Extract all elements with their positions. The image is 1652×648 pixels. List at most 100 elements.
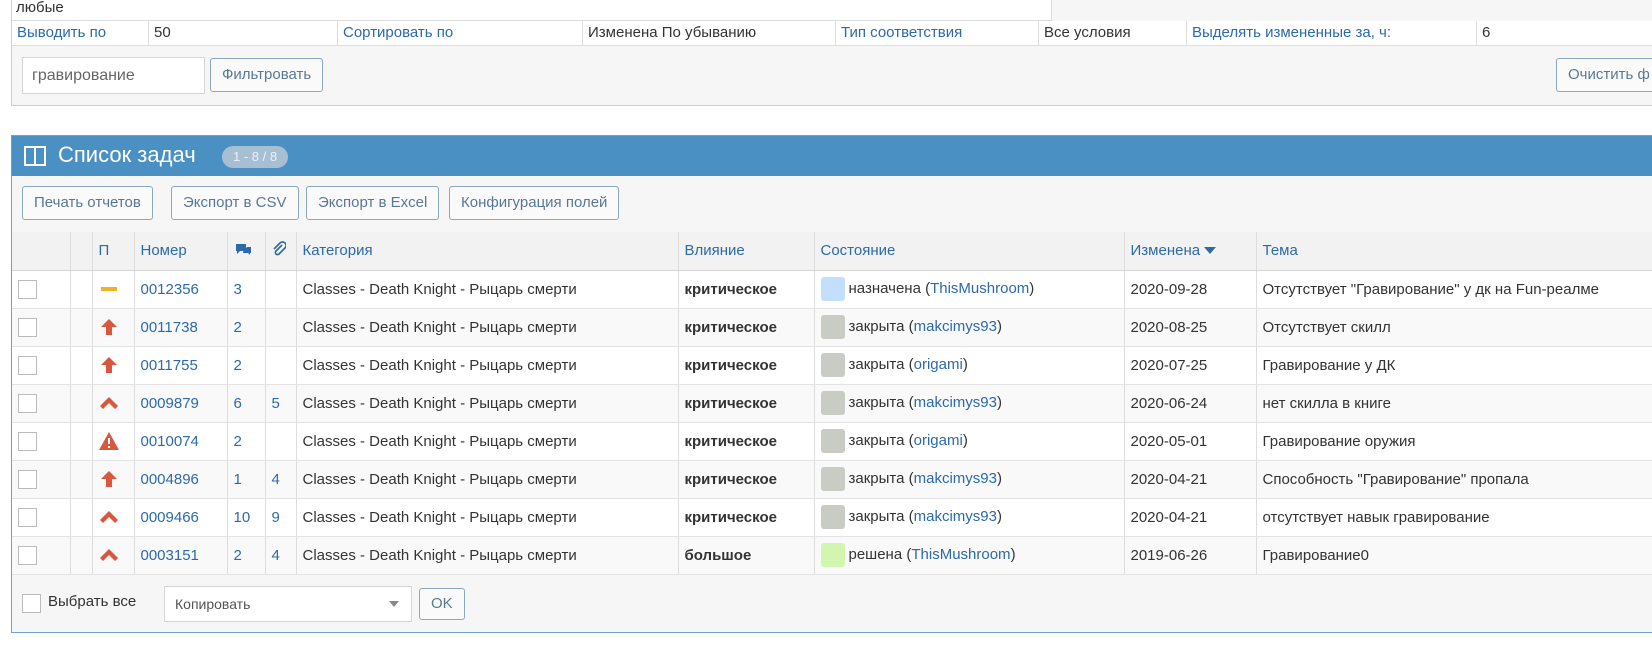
row-checkbox[interactable]	[18, 469, 37, 489]
select-cell	[12, 384, 71, 423]
task-id[interactable]: 0003151	[140, 546, 199, 564]
toolbar-button[interactable]: Экспорт в CSV	[171, 186, 299, 220]
task-id[interactable]: 0004896	[140, 470, 199, 488]
updated: 2020-08-25	[1130, 318, 1208, 336]
severity: критическое	[684, 394, 777, 412]
filter-button[interactable]: Фильтровать	[210, 58, 324, 92]
summary: Отсутствует скилл	[1262, 318, 1391, 336]
row-checkbox[interactable]	[18, 317, 37, 337]
setting-label[interactable]: Выделять измененные за, ч:	[1187, 21, 1477, 45]
summary: Гравирование0	[1262, 546, 1370, 564]
summary-cell: Отсутствует "Гравирование" у дк на Fun-р…	[1256, 270, 1652, 309]
updated-cell: 2020-04-21	[1124, 460, 1257, 499]
handler[interactable]: origami	[909, 356, 968, 373]
spacer-cell	[70, 422, 93, 461]
severity: критическое	[684, 280, 777, 298]
priority-icon	[100, 319, 117, 335]
status-swatch	[820, 543, 845, 567]
files-count[interactable]: 4	[271, 546, 280, 564]
summary-cell: Способность "Гравирование" пропала	[1256, 460, 1652, 499]
status-swatch	[820, 353, 845, 377]
status-cell: назначена ThisMushroom	[814, 270, 1125, 309]
row-checkbox[interactable]	[18, 279, 37, 299]
task-id[interactable]: 0011755	[140, 356, 198, 374]
search-input[interactable]: гравирование	[22, 57, 205, 94]
toolbar-button[interactable]: Экспорт в Excel	[306, 186, 440, 220]
handler[interactable]: makcimys93	[909, 394, 1002, 411]
row-checkbox[interactable]	[18, 431, 37, 451]
category: Classes - Death Knight - Рыцарь смерти	[302, 394, 577, 412]
status-cell: решена ThisMushroom	[814, 536, 1125, 575]
row-checkbox[interactable]	[18, 545, 37, 565]
column-header[interactable]: П	[92, 232, 135, 271]
notes-col[interactable]	[227, 232, 266, 271]
handler[interactable]: makcimys93	[909, 318, 1002, 335]
row-checkbox[interactable]	[18, 393, 37, 413]
toolbar-button[interactable]: Конфигурация полей	[449, 186, 620, 220]
severity-cell: критическое	[678, 422, 815, 461]
notes-icon	[235, 243, 251, 255]
notes-count[interactable]: 6	[233, 394, 242, 412]
files-cell	[265, 308, 297, 347]
column-header[interactable]: Изменена	[1130, 242, 1201, 260]
status-cell: закрыта makcimys93	[814, 308, 1125, 347]
handler[interactable]: makcimys93	[909, 470, 1002, 487]
notes-count[interactable]: 10	[233, 508, 251, 526]
updated-cell: 2020-08-25	[1124, 308, 1257, 347]
severity-cell: критическое	[678, 308, 815, 347]
handler[interactable]: origami	[909, 432, 968, 449]
row-checkbox[interactable]	[18, 507, 37, 527]
action-select[interactable]: Копировать	[164, 586, 412, 622]
setting-label[interactable]: Сортировать по	[338, 21, 583, 45]
status: закрыта	[848, 431, 905, 449]
setting-label[interactable]: Тип соответствия	[836, 21, 1039, 45]
notes-cell: 3	[227, 270, 266, 309]
status: закрыта	[848, 393, 905, 411]
priority-cell	[92, 384, 135, 423]
task-id[interactable]: 0009879	[140, 394, 199, 412]
files-count[interactable]: 5	[271, 394, 280, 412]
toolbar-button[interactable]: Печать отчетов	[22, 186, 153, 220]
files-cell: 9	[265, 498, 297, 537]
task-row: 0003151 2 4 Classes - Death Knight - Рыцарь…	[12, 536, 1652, 575]
notes-count[interactable]: 3	[233, 280, 242, 298]
notes-count[interactable]: 2	[233, 546, 242, 564]
notes-count[interactable]: 2	[233, 356, 242, 374]
files-col[interactable]	[265, 232, 297, 271]
column-header-sorted[interactable]: Изменена	[1124, 232, 1257, 271]
category-cell: Classes - Death Knight - Рыцарь смерти	[296, 308, 679, 347]
column-header[interactable]: Состояние	[814, 232, 1125, 271]
notes-count[interactable]: 1	[233, 470, 242, 488]
row-checkbox[interactable]	[18, 355, 37, 375]
notes-count[interactable]: 2	[233, 318, 242, 336]
select-all-checkbox[interactable]	[22, 594, 41, 613]
handler[interactable]: ThisMushroom	[925, 280, 1034, 297]
severity: критическое	[684, 356, 777, 374]
ok-button[interactable]: OK	[419, 588, 465, 620]
summary-cell: отсутствует навык гравирование	[1256, 498, 1652, 537]
category: Classes - Death Knight - Рыцарь смерти	[302, 432, 577, 450]
handler[interactable]: makcimys93	[909, 508, 1002, 525]
task-row: 0004896 1 4 Classes - Death Knight - Рыцарь…	[12, 460, 1652, 499]
notes-count[interactable]: 2	[233, 432, 242, 450]
task-id[interactable]: 0012356	[140, 280, 199, 298]
severity-cell: критическое	[678, 384, 815, 423]
files-count[interactable]: 9	[271, 508, 280, 526]
select-cell	[12, 270, 71, 309]
priority-icon	[99, 549, 118, 561]
severity: большое	[684, 546, 752, 564]
priority-icon	[99, 511, 118, 523]
clear-filter-button[interactable]: Очистить ф	[1556, 58, 1652, 92]
column-header[interactable]: Тема	[1256, 232, 1652, 271]
handler[interactable]: ThisMushroom	[906, 546, 1015, 563]
column-header[interactable]: Категория	[296, 232, 679, 271]
column-header[interactable]: Номер	[134, 232, 228, 271]
files-count[interactable]: 4	[271, 470, 280, 488]
task-id[interactable]: 0010074	[140, 432, 199, 450]
summary: Отсутствует "Гравирование" у дк на Fun-р…	[1262, 280, 1599, 298]
setting-label[interactable]: Выводить по	[12, 21, 149, 45]
task-id[interactable]: 0009466	[140, 508, 199, 526]
setting-value: Все условия	[1039, 21, 1187, 45]
column-header[interactable]: Влияние	[678, 232, 815, 271]
task-id[interactable]: 0011738	[140, 318, 198, 336]
